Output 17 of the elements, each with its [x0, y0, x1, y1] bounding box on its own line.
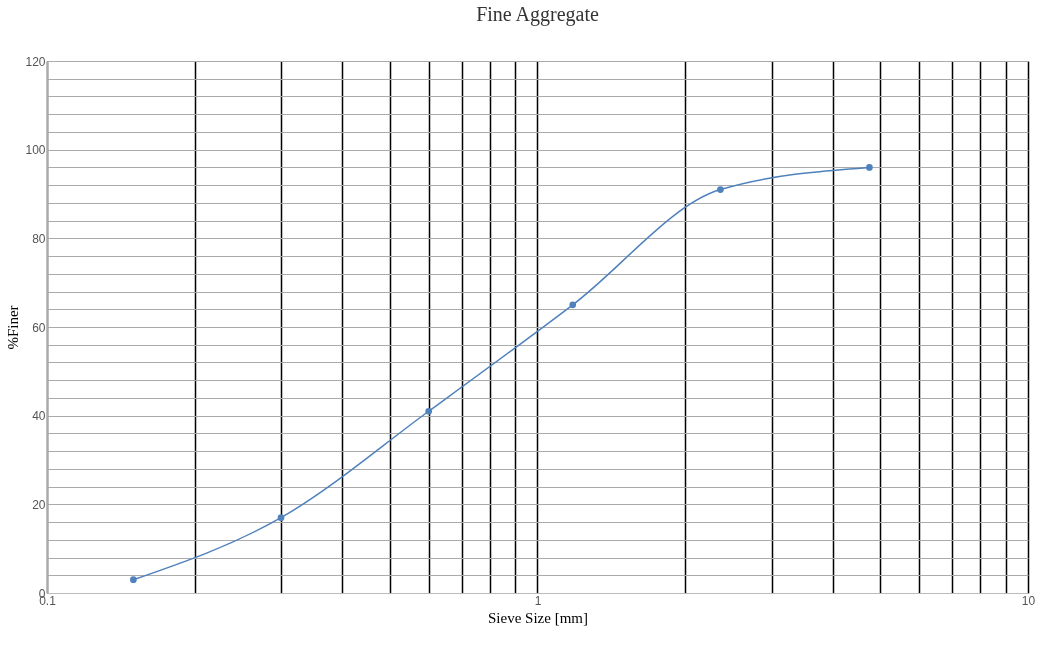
x-tick-label: 10	[1021, 593, 1036, 608]
point	[425, 407, 433, 415]
chart-title: Fine Aggregate	[476, 3, 599, 26]
point	[130, 576, 137, 584]
y-tick-label: 20	[32, 497, 46, 512]
y-tick-label: 80	[32, 231, 46, 246]
point	[866, 164, 873, 171]
x-tick-label: 1	[534, 593, 542, 608]
point	[277, 514, 285, 521]
y-tick-label: 100	[25, 143, 46, 158]
point	[717, 186, 724, 193]
y-tick-label: 60	[32, 320, 46, 335]
point	[569, 301, 577, 309]
y-axis-title: %Finer	[5, 305, 22, 350]
y-tick-label: 120	[25, 54, 46, 69]
x-axis-title: Sieve Size [mm]	[488, 609, 588, 626]
y-tick-label: 40	[32, 409, 46, 424]
